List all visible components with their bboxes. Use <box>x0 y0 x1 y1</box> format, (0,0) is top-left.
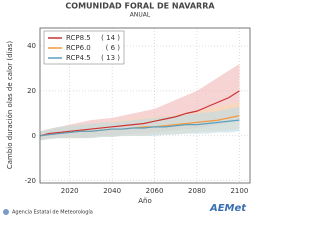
chart-subtitle: ANUAL <box>130 12 151 19</box>
legend-label: RCP4.5 <box>66 54 91 62</box>
legend-label: RCP8.5 <box>66 34 91 42</box>
chart-title: COMUNIDAD FORAL DE NAVARRA <box>65 2 215 11</box>
legend-label: RCP6.0 <box>66 44 91 52</box>
x-axis-label: Año <box>138 197 152 205</box>
x-tick-label: 2060 <box>146 187 164 195</box>
legend-count: ( 13 ) <box>101 54 120 62</box>
line <box>39 90 240 137</box>
y-tick-label: -20 <box>25 177 36 185</box>
x-tick-label: 2020 <box>61 187 79 195</box>
legend-count: ( 14 ) <box>101 34 120 42</box>
y-tick-label: 0 <box>32 132 36 140</box>
plot-frame <box>39 27 251 184</box>
y-axis-label: Cambio duración olas de calor (días) <box>6 41 14 170</box>
logo: AEMet <box>209 203 247 214</box>
line <box>39 119 240 137</box>
chart: COMUNIDAD FORAL DE NAVARRA ANUAL Cambio … <box>3 2 251 216</box>
y-tick-label: 40 <box>27 42 36 50</box>
x-tick-label: 2040 <box>103 187 121 195</box>
x-tick-label: 2080 <box>188 187 206 195</box>
source-icon <box>3 209 9 215</box>
legend-count: ( 6 ) <box>106 44 121 52</box>
source: Agencia Estatal de Meteorología <box>12 209 93 216</box>
y-tick-label: 20 <box>27 87 36 95</box>
x-tick-label: 2100 <box>230 187 248 195</box>
